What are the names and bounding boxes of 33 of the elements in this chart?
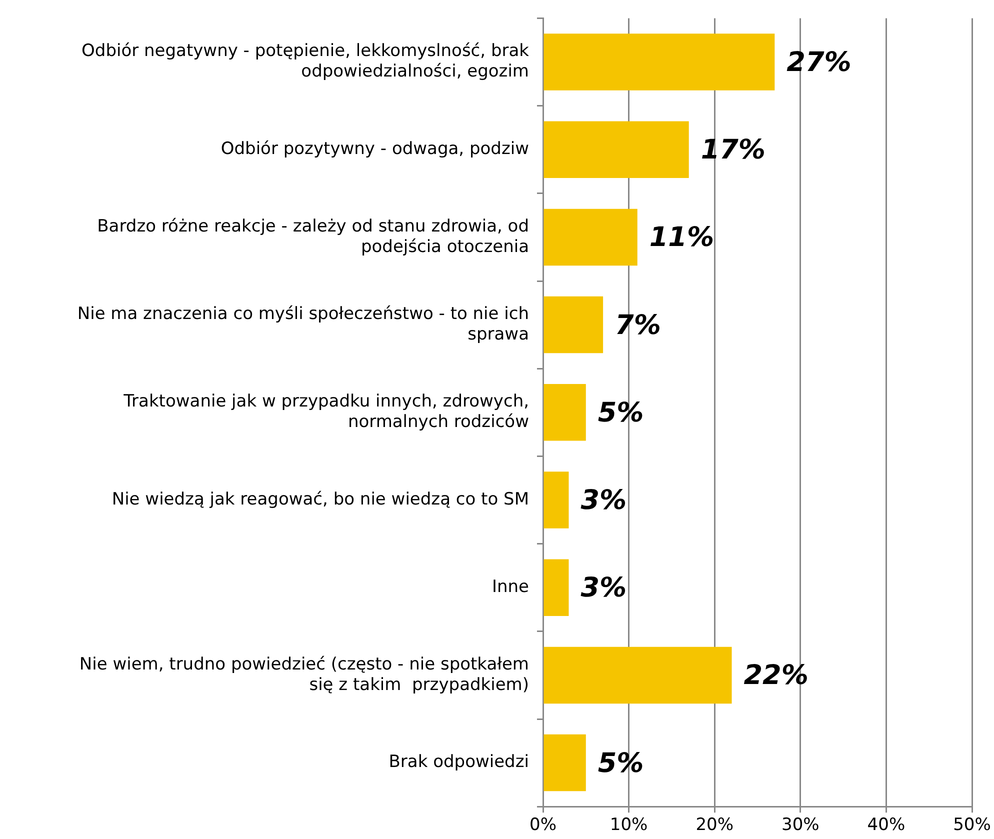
y-tick-label: Nie ma znaczenia co myśli społeczeństwo - to nie ich sprawa <box>77 304 529 344</box>
y-tick-label: Nie wiedzą jak reagować, bo nie wiedzą co to SM <box>112 489 529 510</box>
data-label: 22% <box>744 660 808 692</box>
x-tick-label: 0% <box>530 815 556 836</box>
y-tick-label: Odbiór negatywny - potępienie, lekkomyslność, brak odpowiedzialności, egozim <box>82 41 530 82</box>
data-label: 3% <box>580 485 627 516</box>
bar <box>544 384 586 441</box>
data-label: 27% <box>786 47 852 78</box>
x-tick-label: 40% <box>867 815 906 836</box>
y-tick-label: Bardzo różne reakcje - zależy od stanu zdrowia, od podejścia otoczenia <box>97 216 529 257</box>
bar <box>544 34 775 90</box>
bar <box>544 208 638 266</box>
data-label: 5% <box>598 397 644 428</box>
bar <box>544 121 689 178</box>
bar <box>544 296 604 354</box>
data-label: 3% <box>580 572 627 604</box>
data-label: 17% <box>700 134 766 166</box>
y-tick-label: Nie wiem, trudno powiedzieć (często - nie spotkałem się z takim przypadkiem) <box>79 654 529 695</box>
data-label: 5% <box>598 748 644 779</box>
y-tick-label: Brak odpowiedzi <box>388 752 529 772</box>
x-tick-label: 30% <box>782 815 820 836</box>
x-tick-label: 20% <box>696 815 734 836</box>
bar <box>544 559 569 616</box>
y-tick-label: Odbiór pozytywny - odwaga, podziw <box>220 139 530 160</box>
data-label: 7% <box>615 310 661 341</box>
y-tick-label: Inne <box>492 577 529 598</box>
bar <box>544 734 586 792</box>
data-label: 11% <box>649 222 714 254</box>
x-tick-label: 50% <box>953 815 991 836</box>
bar <box>544 646 732 704</box>
x-tick-label: 10% <box>610 815 648 836</box>
bar <box>544 472 569 528</box>
y-tick-label: Traktowanie jak w przypadku innych, zdrowych, normalnych rodziców <box>122 392 530 432</box>
